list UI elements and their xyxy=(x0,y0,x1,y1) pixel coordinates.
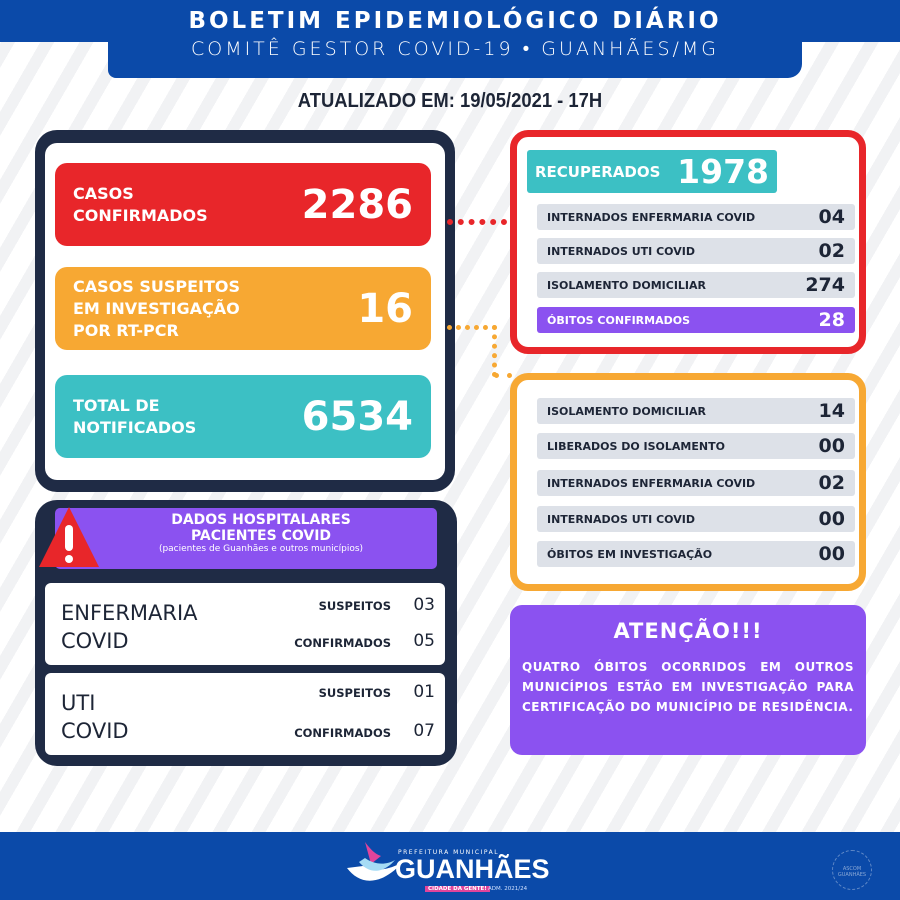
confirmed-breakdown-panel: RECUPERADOS 1978 INTERNADOS ENFERMARIA C… xyxy=(510,130,866,354)
row-value: 00 xyxy=(818,508,845,530)
row-value: 00 xyxy=(818,435,845,457)
dove-logo-icon xyxy=(347,842,403,881)
row-label: ISOLAMENTO DOMICILIAR xyxy=(547,278,707,292)
confirmed-cases-card: CASOS CONFIRMADOS 2286 xyxy=(55,163,431,246)
stat-label: EM INVESTIGAÇÃO xyxy=(73,298,240,318)
list-item: ISOLAMENTO DOMICILIAR 14 xyxy=(537,398,855,424)
stat-label: CONFIRMADOS xyxy=(73,205,208,225)
row-label: INTERNADOS ENFERMARIA COVID xyxy=(547,210,756,224)
row-value: 02 xyxy=(818,472,845,494)
recovered-value: 1978 xyxy=(677,152,769,191)
red-connector xyxy=(447,219,507,225)
logo-tagline: CIDADE DA GENTE! xyxy=(425,886,490,892)
notified-value: 6534 xyxy=(301,393,413,440)
row-value: 28 xyxy=(818,309,845,331)
attention-title: ATENÇÃO!!! xyxy=(613,619,763,643)
row-label: INTERNADOS UTI COVID xyxy=(547,244,695,258)
stat-label: TOTAL DE xyxy=(73,395,160,415)
card-name: ENFERMARIA xyxy=(61,601,198,625)
ascom-stamp: ASCOM GUANHÃES xyxy=(832,850,872,890)
suspect-value: 01 xyxy=(413,682,435,702)
hospital-header: DADOS HOSPITALARES PACIENTES COVID (paci… xyxy=(55,508,437,569)
card-name: COVID xyxy=(61,629,129,653)
list-item: INTERNADOS ENFERMARIA COVID 04 xyxy=(537,204,855,230)
orange-connector xyxy=(447,325,497,377)
row-label: ISOLAMENTO DOMICILIAR xyxy=(547,404,707,418)
list-item: ÓBITOS CONFIRMADOS 28 xyxy=(537,307,855,333)
confirmed-label: CONFIRMADOS xyxy=(294,726,391,740)
header-banner: BOLETIM EPIDEMIOLÓGICO DIÁRIO COMITÊ GES… xyxy=(108,0,802,78)
logo-adm: ADM. 2021/24 xyxy=(488,886,528,892)
logo-top-text: PREFEITURA MUNICIPAL xyxy=(398,849,500,856)
row-value: 02 xyxy=(818,240,845,262)
recovered-box: RECUPERADOS 1978 xyxy=(527,150,777,193)
suspect-cases-value: 16 xyxy=(357,285,413,332)
row-value: 14 xyxy=(818,400,845,422)
card-name: COVID xyxy=(61,719,129,743)
recovered-label: RECUPERADOS xyxy=(535,162,661,181)
list-item: INTERNADOS ENFERMARIA COVID 02 xyxy=(537,470,855,496)
ward-card: ENFERMARIA COVID SUSPEITOS 03 CONFIRMADOS… xyxy=(45,583,445,665)
updated-date: ATUALIZADO EM: 19/05/2021 - 17H xyxy=(297,90,603,112)
row-label: LIBERADOS DO ISOLAMENTO xyxy=(547,439,725,453)
confirmed-value: 05 xyxy=(413,631,435,651)
row-label: INTERNADOS UTI COVID xyxy=(547,512,695,526)
hospital-panel: DADOS HOSPITALARES PACIENTES COVID (paci… xyxy=(35,500,457,766)
hospital-title: PACIENTES COVID xyxy=(190,528,332,544)
page-subtitle: COMITÊ GESTOR COVID-19 • GUANHÃES/MG xyxy=(190,38,720,60)
notified-card: TOTAL DE NOTIFICADOS 6534 xyxy=(55,375,431,458)
confirmed-cases-value: 2286 xyxy=(301,181,413,228)
row-value: 04 xyxy=(818,206,845,228)
hospital-note: (pacientes de Guanhães e outros municípi… xyxy=(158,544,364,554)
row-label: ÓBITOS EM INVESTIGAÇÃO xyxy=(547,547,713,561)
list-item: INTERNADOS UTI COVID 00 xyxy=(537,506,855,532)
suspect-breakdown-panel: ISOLAMENTO DOMICILIAR 14 LIBERADOS DO ISO… xyxy=(510,373,866,591)
confirmed-value: 07 xyxy=(413,721,435,741)
suspect-cases-card: CASOS SUSPEITOS EM INVESTIGAÇÃO POR RT-PCR… xyxy=(55,267,431,350)
page-title: BOLETIM EPIDEMIOLÓGICO DIÁRIO xyxy=(188,8,722,34)
row-value: 274 xyxy=(805,274,845,296)
stat-label: NOTIFICADOS xyxy=(73,417,197,437)
row-label: ÓBITOS CONFIRMADOS xyxy=(547,313,691,327)
list-item: ÓBITOS EM INVESTIGAÇÃO 00 xyxy=(537,541,855,567)
suspect-label: SUSPEITOS xyxy=(318,686,391,700)
warning-icon xyxy=(39,507,99,567)
stat-label: POR RT-PCR xyxy=(73,320,179,340)
row-value: 00 xyxy=(818,543,845,565)
suspect-label: SUSPEITOS xyxy=(318,599,391,613)
stat-label: CASOS xyxy=(73,183,134,203)
orange-connector-end xyxy=(494,373,512,378)
row-label: INTERNADOS ENFERMARIA COVID xyxy=(547,476,756,490)
list-item: ISOLAMENTO DOMICILIAR 274 xyxy=(537,272,855,298)
card-name: UTI xyxy=(61,691,96,715)
footer: PREFEITURA MUNICIPAL GUANHÃES CIDADE DA … xyxy=(0,832,900,900)
list-item: INTERNADOS UTI COVID 02 xyxy=(537,238,855,264)
icu-card: UTI COVID SUSPEITOS 01 CONFIRMADOS 07 xyxy=(45,673,445,755)
hospital-title: DADOS HOSPITALARES xyxy=(171,512,351,528)
suspect-value: 03 xyxy=(413,595,435,615)
confirmed-label: CONFIRMADOS xyxy=(294,636,391,650)
stat-label: CASOS SUSPEITOS xyxy=(73,276,241,296)
attention-box: ATENÇÃO!!! QUATRO ÓBITOS OCORRIDOS EM OU… xyxy=(510,605,866,755)
attention-text: QUATRO ÓBITOS OCORRIDOS EM OUTROS MUNICÍ… xyxy=(522,660,854,714)
list-item: LIBERADOS DO ISOLAMENTO 00 xyxy=(537,433,855,459)
logo-name: GUANHÃES xyxy=(395,854,550,884)
